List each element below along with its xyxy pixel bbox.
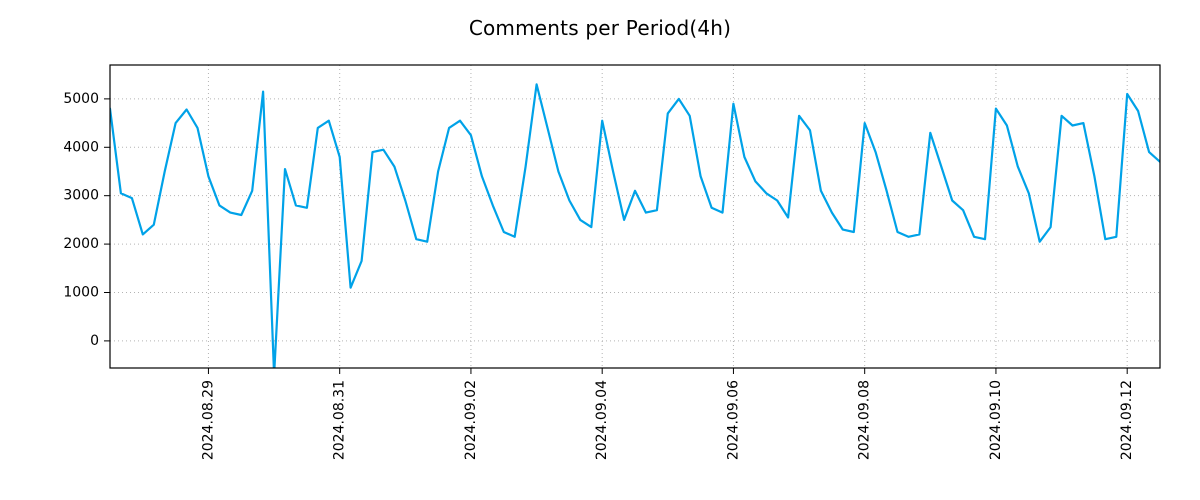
- plot-background: [110, 65, 1160, 368]
- y-tick-label: 1000: [63, 284, 99, 300]
- x-tick-label: 2024.09.08: [857, 380, 873, 460]
- y-tick-label: 2000: [63, 236, 99, 252]
- x-tick-label: 2024.09.04: [594, 380, 610, 460]
- y-tick-label: 5000: [63, 91, 99, 107]
- comments-series-line: [110, 83, 1160, 368]
- y-tick-label: 3000: [63, 188, 99, 204]
- y-tick-label: 4000: [63, 139, 99, 155]
- y-tick-label: 0: [90, 333, 99, 349]
- plot-border: [109, 64, 1161, 369]
- x-tick-label: 2024.09.02: [463, 380, 479, 460]
- x-tick-label: 2024.09.10: [988, 380, 1004, 460]
- x-tick-label: 2024.09.12: [1119, 380, 1135, 460]
- x-tick-label: 2024.08.29: [200, 380, 216, 460]
- chart-title: Comments per Period(4h): [468, 16, 732, 40]
- x-tick-label: 2024.09.06: [725, 380, 741, 460]
- x-tick-label: 2024.08.31: [332, 380, 348, 460]
